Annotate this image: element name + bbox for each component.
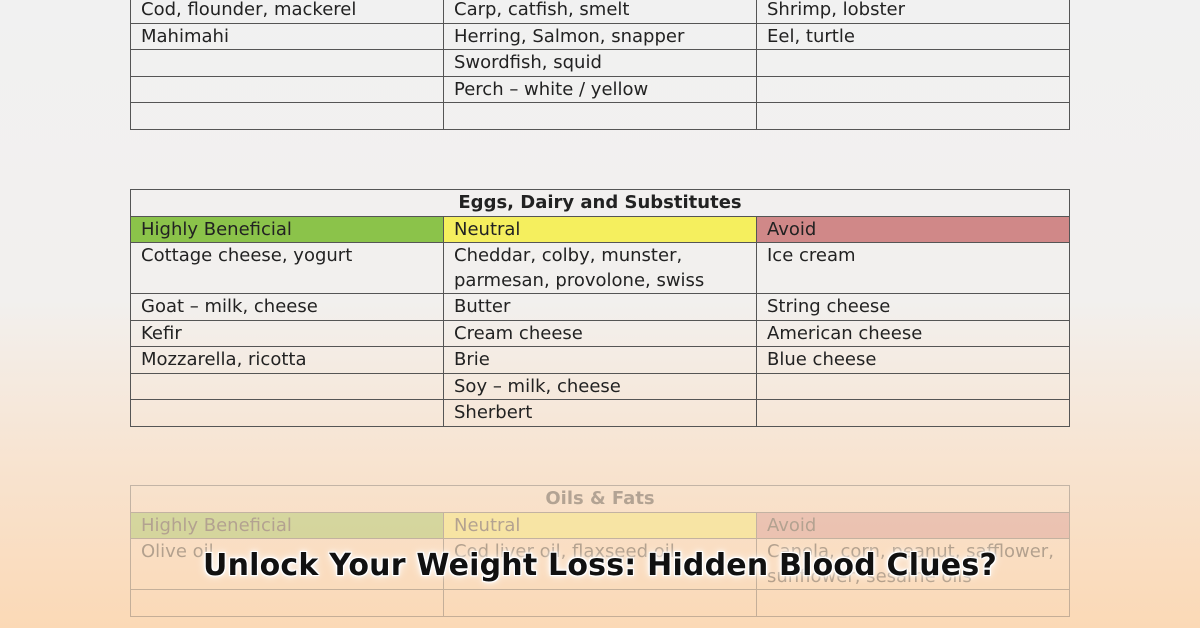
- oils-table: Oils & Fats Highly Beneficial Neutral Av…: [130, 485, 1070, 617]
- dairy-table: Eggs, Dairy and Substitutes Highly Benef…: [129, 189, 1071, 427]
- table-cell: [756, 102, 1070, 130]
- table-header-row: Highly Beneficial Neutral Avoid: [130, 511, 1070, 539]
- header-neutral: Neutral: [443, 511, 757, 539]
- dairy-table-body: Eggs, Dairy and Substitutes Highly Benef…: [129, 189, 1071, 427]
- table-row: Soy – milk, cheese: [130, 372, 1071, 400]
- table-row: Swordfish, squid: [130, 49, 1070, 77]
- table-title-row: Eggs, Dairy and Substitutes: [129, 189, 1071, 217]
- header-highly-beneficial: Highly Beneficial: [130, 215, 444, 243]
- table-cell: Swordfish, squid: [443, 49, 757, 77]
- table-cell: Blue cheese: [755, 346, 1071, 374]
- table-cell: Cod, flounder, mackerel: [130, 0, 444, 24]
- table-cell: Herring, Salmon, snapper: [443, 22, 757, 50]
- table-cell: Kefir: [130, 319, 444, 347]
- table-cell: American cheese: [755, 319, 1071, 347]
- table-cell: [756, 75, 1070, 103]
- table-cell: [755, 372, 1071, 400]
- table-row: Mozzarella, ricotta Brie Blue cheese: [130, 346, 1071, 374]
- header-neutral: Neutral: [443, 215, 757, 243]
- table-cell: Ice cream: [755, 242, 1071, 294]
- table-cell: [130, 75, 444, 103]
- table-cell: Goat – milk, cheese: [130, 293, 444, 321]
- table-cell: Carp, catfish, smelt: [443, 0, 757, 24]
- table-row: Sherbert: [130, 399, 1071, 427]
- table-cell: Cheddar, colby, munster, parmesan, provo…: [443, 242, 757, 294]
- table-row: Perch – white / yellow: [130, 75, 1070, 103]
- table-row: [130, 589, 1070, 617]
- table-cell: [443, 102, 757, 130]
- table-cell: Shrimp, lobster: [756, 0, 1070, 24]
- table-cell: Cream cheese: [443, 319, 757, 347]
- table-row: Olive oil Cod liver oil, flaxseed oil Ca…: [130, 538, 1070, 590]
- header-highly-beneficial: Highly Beneficial: [130, 511, 444, 539]
- fish-table-body: Cod, flounder, mackerel Carp, catfish, s…: [130, 0, 1070, 130]
- table-row: Mahimahi Herring, Salmon, snapper Eel, t…: [130, 22, 1070, 50]
- table-title: Oils & Fats: [130, 485, 1070, 513]
- oils-table-body: Oils & Fats Highly Beneficial Neutral Av…: [130, 485, 1070, 617]
- table-cell: Butter: [443, 293, 757, 321]
- table-header-row: Highly Beneficial Neutral Avoid: [130, 215, 1071, 243]
- table-title: Eggs, Dairy and Substitutes: [129, 189, 1071, 217]
- table-cell: Cottage cheese, yogurt: [130, 242, 444, 294]
- table-cell: Perch – white / yellow: [443, 75, 757, 103]
- table-cell: Brie: [443, 346, 757, 374]
- table-cell: Eel, turtle: [756, 22, 1070, 50]
- table-cell: Mozzarella, ricotta: [130, 346, 444, 374]
- table-cell: [130, 372, 444, 400]
- table-cell: Sherbert: [443, 399, 757, 427]
- table-cell: [130, 589, 444, 617]
- header-avoid: Avoid: [755, 215, 1071, 243]
- table-row: Kefir Cream cheese American cheese: [130, 319, 1071, 347]
- table-cell: Soy – milk, cheese: [443, 372, 757, 400]
- header-avoid: Avoid: [756, 511, 1070, 539]
- headline-overlay: Unlock Your Weight Loss: Hidden Blood Cl…: [203, 548, 997, 583]
- table-row: Cod, flounder, mackerel Carp, catfish, s…: [130, 0, 1070, 24]
- table-cell: [756, 49, 1070, 77]
- table-cell: [443, 589, 757, 617]
- table-cell: [755, 399, 1071, 427]
- table-cell: [756, 589, 1070, 617]
- table-row: [130, 102, 1070, 130]
- table-row: Goat – milk, cheese Butter String cheese: [130, 293, 1071, 321]
- table-cell: [130, 102, 444, 130]
- table-cell: [130, 49, 444, 77]
- table-cell: Olive oil: [130, 538, 444, 590]
- table-cell: [130, 399, 444, 427]
- table-cell: String cheese: [755, 293, 1071, 321]
- table-title-row: Oils & Fats: [130, 485, 1070, 513]
- table-cell: Canola, corn, peanut, safflower, sunflow…: [756, 538, 1070, 590]
- table-row: Cottage cheese, yogurt Cheddar, colby, m…: [130, 242, 1071, 294]
- table-cell: Mahimahi: [130, 22, 444, 50]
- fish-table: Cod, flounder, mackerel Carp, catfish, s…: [130, 0, 1070, 130]
- table-cell: Cod liver oil, flaxseed oil: [443, 538, 757, 590]
